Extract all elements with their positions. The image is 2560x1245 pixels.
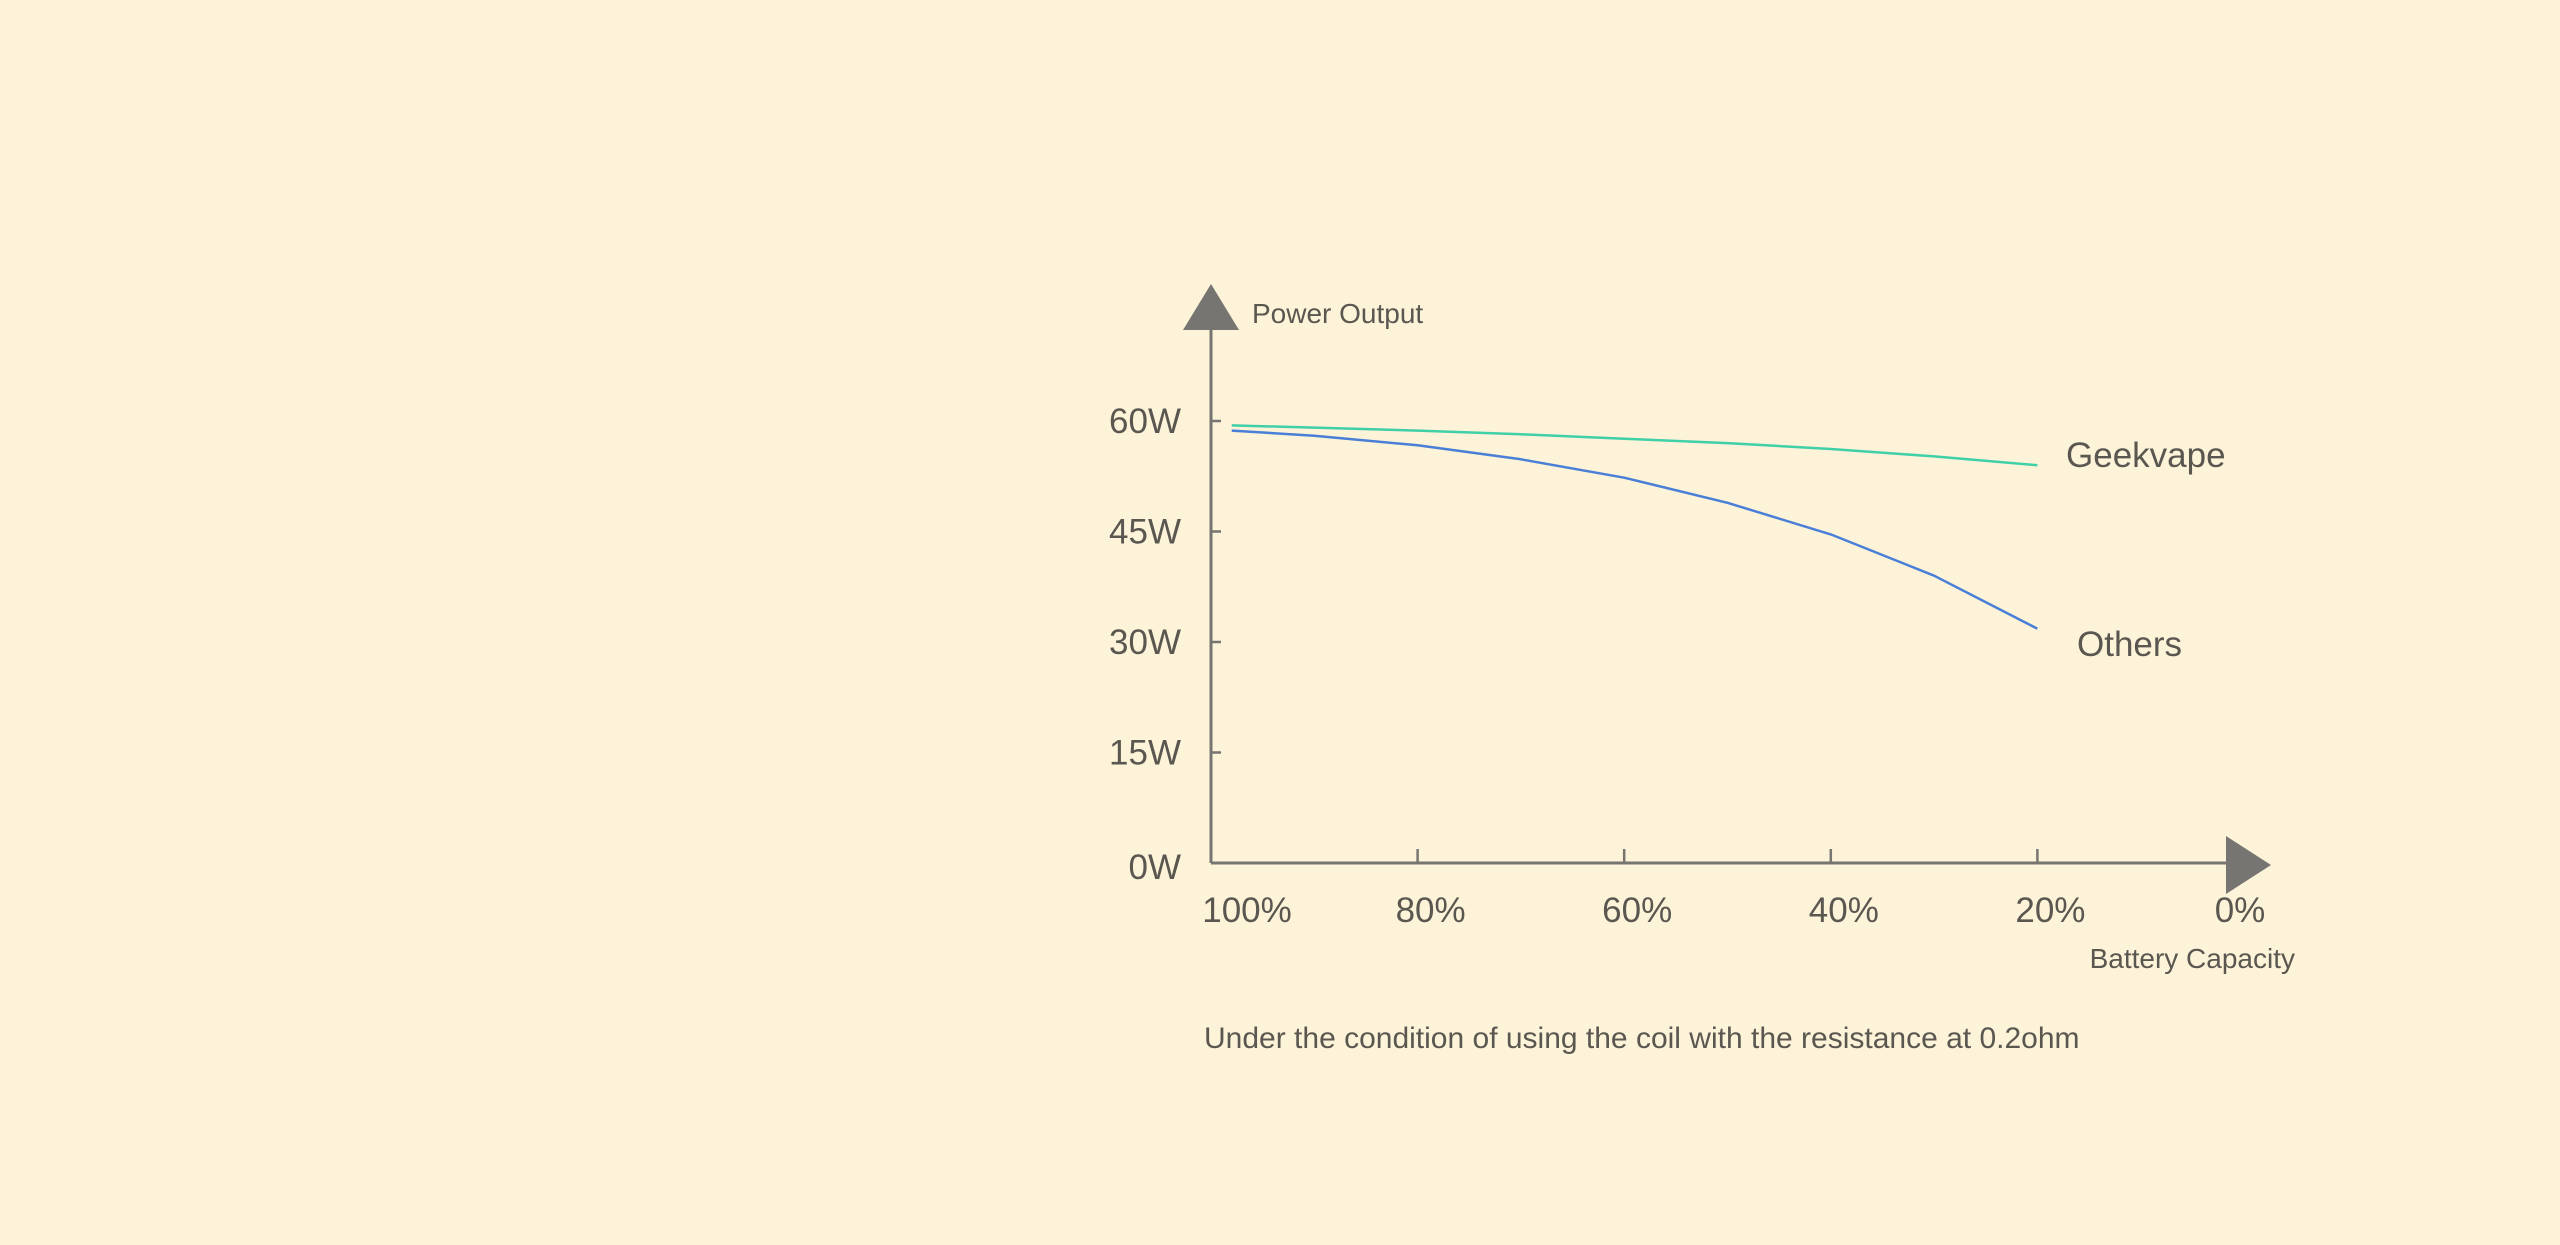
series-label-geekvape: Geekvape bbox=[2066, 436, 2226, 475]
y-axis-title: Power Output bbox=[1252, 298, 1423, 329]
chart-axes bbox=[1183, 284, 2271, 894]
x-tick-label: 40% bbox=[1809, 891, 1879, 930]
series-label-others: Others bbox=[2077, 625, 2182, 664]
chart-ticks: 0W 15W 30W 45W 60W 100% 80% 60% 40% 20% 0% bbox=[1109, 402, 2265, 930]
y-tick-label: 30W bbox=[1109, 623, 1181, 662]
y-tick-label: 15W bbox=[1109, 734, 1181, 773]
y-axis-arrow bbox=[1183, 284, 1239, 330]
x-tick-label: 100% bbox=[1202, 891, 1292, 930]
x-tick-label: 0% bbox=[2215, 891, 2266, 930]
y-tick-label: 0W bbox=[1129, 848, 1182, 887]
x-tick-label: 20% bbox=[2015, 891, 2085, 930]
y-tick-label: 45W bbox=[1109, 513, 1181, 552]
y-tick-label: 60W bbox=[1109, 402, 1181, 441]
x-axis-title: Battery Capacity bbox=[2090, 943, 2295, 974]
series-line-others bbox=[1231, 429, 2038, 630]
x-axis-arrow bbox=[2226, 836, 2271, 894]
chart-series: Geekvape Others bbox=[1231, 424, 2226, 664]
series-line-geekvape bbox=[1231, 424, 2038, 467]
x-tick-label: 80% bbox=[1396, 891, 1466, 930]
x-tick-label: 60% bbox=[1602, 891, 1672, 930]
chart-note: Under the condition of using the coil wi… bbox=[1204, 1022, 2080, 1055]
